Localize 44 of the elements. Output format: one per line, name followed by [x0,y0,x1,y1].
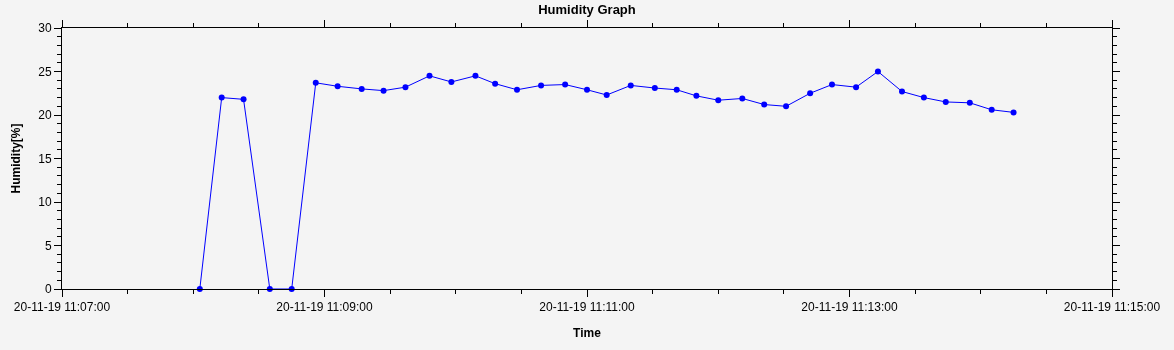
point [603,91,610,98]
point [783,103,790,110]
point [966,99,973,106]
y-tick-label: 10 [38,195,52,210]
point [739,95,746,102]
point [312,79,319,86]
x-tick-label: 20-11-19 11:15:00 [1063,300,1161,315]
x-axis-title: Time [573,326,602,341]
point [853,84,860,91]
point [693,92,700,99]
point [807,90,814,97]
point [358,85,365,92]
point [426,72,433,79]
point [761,101,768,108]
point [651,85,658,92]
point [920,94,927,101]
point [627,82,634,89]
point [942,98,949,105]
point [514,86,520,93]
point [1010,109,1017,116]
point [829,81,835,88]
y-axis-title: Humidity[%] [8,123,23,194]
point [874,68,881,75]
point [448,78,455,85]
y-tick-label: 15 [38,151,52,166]
y-tick-label: 30 [38,21,52,36]
point [492,80,499,87]
x-tick-label: 20-11-19 11:13:00 [801,300,898,315]
chart-title: Humidity Graph [538,2,636,18]
x-tick-label: 20-11-19 11:09:00 [276,300,373,315]
y-tick-label: 0 [44,282,52,297]
point [402,84,409,91]
x-tick-label: 20-11-19 11:11:00 [539,300,636,315]
y-tick-label: 5 [44,238,52,253]
point [584,86,590,93]
point [673,86,680,93]
y-tick-label: 20 [38,108,52,123]
x-tick-label: 20-11-19 11:07:00 [13,300,111,315]
point [988,106,995,113]
y-tick-label: 25 [38,64,52,79]
point [334,83,341,90]
point [380,87,387,94]
point [538,82,545,89]
point [899,88,905,95]
